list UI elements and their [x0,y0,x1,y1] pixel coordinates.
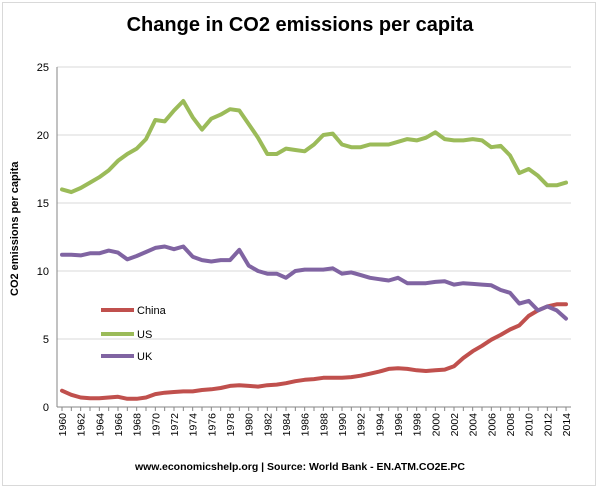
x-tick-label: 1964 [94,413,106,437]
x-tick-label: 1978 [225,413,237,437]
x-tick-label: 2008 [505,413,517,437]
x-tick-label: 1962 [76,413,88,437]
legend-label-us: US [137,329,152,341]
y-tick-label: 5 [43,334,49,346]
series-line-uk [60,244,568,321]
x-tick-label: 1982 [262,413,274,437]
y-tick-label: 10 [37,266,49,278]
chart-frame [2,2,596,486]
x-tick-label: 1986 [300,413,312,437]
x-tick-label: 1974 [188,413,200,437]
chart-title: Change in CO2 emissions per capita [126,14,474,36]
x-tick-label: 1998 [412,413,424,437]
series-line-china [60,302,568,401]
series-line-us [60,99,568,195]
x-tick-label: 1968 [132,413,144,437]
x-tick-label: 1966 [113,413,125,437]
x-tick-label: 2010 [524,413,536,437]
y-tick-label: 0 [43,402,49,414]
x-tick-label: 1984 [281,413,293,437]
x-tick-label: 1960 [57,413,69,437]
legend-label-uk: UK [137,351,153,363]
legend-label-china: China [137,305,167,317]
x-tick-label: 2000 [430,413,442,437]
x-tick-label: 2014 [561,413,573,437]
y-tick-label: 15 [37,198,49,210]
x-tick-label: 2006 [486,413,498,437]
x-tick-label: 1992 [356,413,368,437]
x-tick-label: 1988 [318,413,330,437]
x-tick-label: 2002 [449,413,461,437]
x-tick-label: 1970 [150,413,162,437]
y-tick-label: 25 [37,62,49,74]
x-tick-label: 1994 [374,413,386,437]
source-caption: www.economicshelp.org | Source: World Ba… [134,461,466,473]
y-tick-label: 20 [37,130,49,142]
x-tick-label: 1996 [393,413,405,437]
x-tick-label: 1976 [206,413,218,437]
x-tick-label: 1990 [337,413,349,437]
x-tick-label: 2004 [468,413,480,437]
x-tick-label: 2012 [542,413,554,437]
x-tick-label: 1980 [244,413,256,437]
x-tick-label: 1972 [169,413,181,437]
